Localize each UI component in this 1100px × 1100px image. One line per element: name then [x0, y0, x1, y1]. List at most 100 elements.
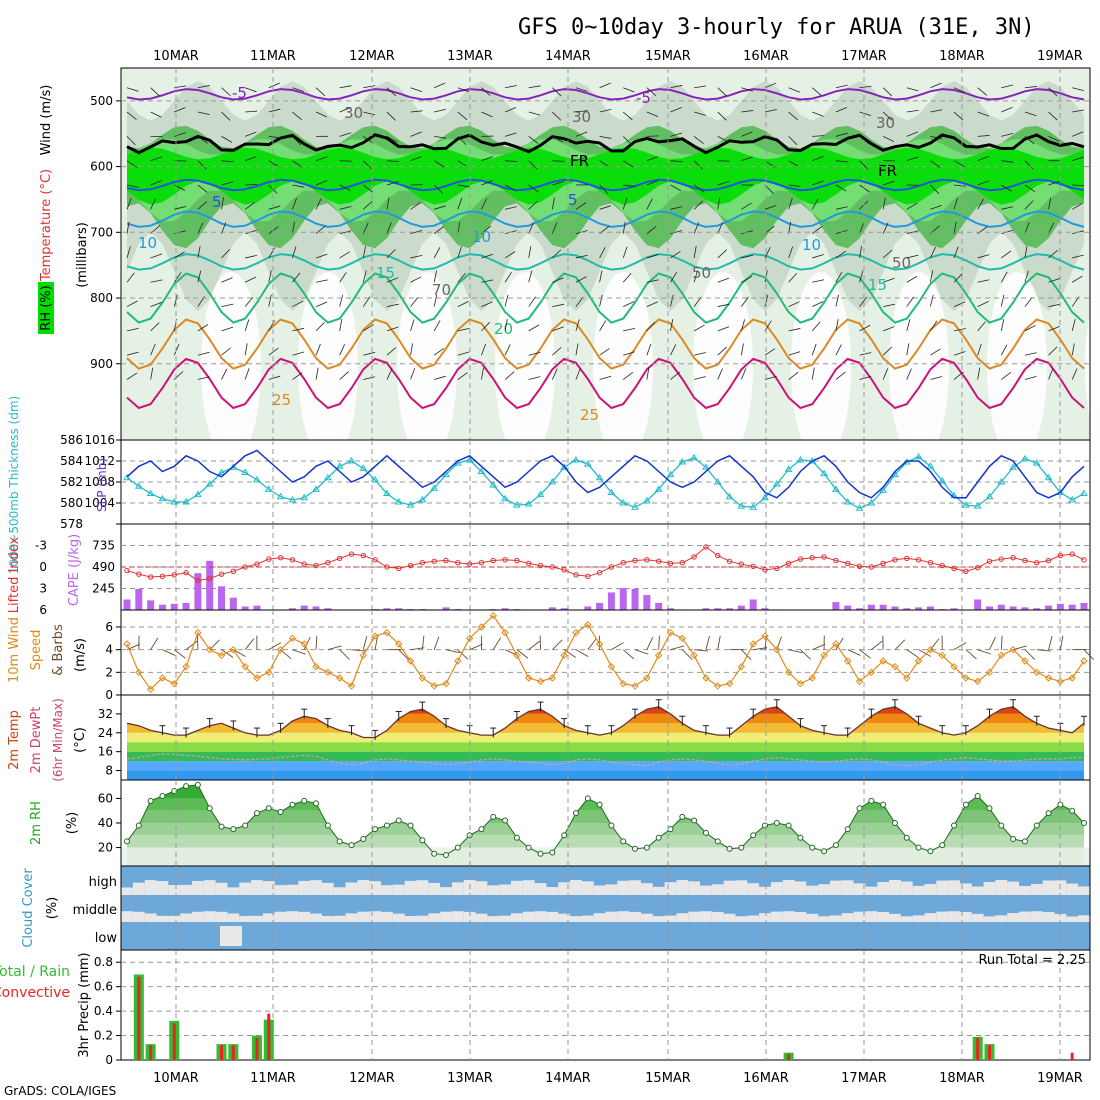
thickness-marker [158, 494, 167, 502]
wind10-barb [812, 643, 826, 651]
temperature-tick-label: 8 [105, 764, 113, 778]
wind-barb [126, 160, 138, 168]
wind10-barb [398, 649, 409, 661]
wind-barb [362, 270, 367, 283]
wind-speed-marker [465, 634, 474, 643]
high-cloud-bar [451, 882, 464, 895]
wind-barb [599, 108, 612, 113]
wind-barb [977, 87, 988, 96]
wind-barb [811, 321, 821, 332]
thickness-marker [170, 497, 179, 505]
middle-cloud-bar [274, 911, 287, 922]
wind-barb [197, 270, 202, 283]
wind-barb [481, 321, 491, 332]
middle-cloud-bar [180, 913, 192, 922]
wind-barb [197, 184, 208, 193]
wind10-barb [1024, 649, 1036, 660]
high-cloud-bar [286, 884, 299, 895]
wind-barb [504, 184, 516, 192]
wind-speed-marker [489, 611, 497, 620]
wind-barb [552, 160, 565, 162]
wind-barb [268, 82, 280, 89]
wind-barb [362, 222, 369, 234]
wind-speed-marker [229, 645, 238, 654]
middle-cloud-bar [593, 913, 606, 922]
top-date-label: 14MAR [545, 49, 591, 64]
wind-barb [835, 319, 839, 331]
cape-bar [300, 605, 308, 610]
thickness-marker [276, 492, 285, 500]
middle-cloud-bar [759, 913, 771, 922]
rh-marker [454, 844, 461, 851]
wind-speed-marker [477, 623, 486, 631]
wind-barb [859, 160, 869, 170]
rh-tick-label: 40 [98, 816, 113, 830]
wind-barb [1048, 326, 1060, 332]
contour-label: 50 [692, 264, 711, 282]
thickness-marker [784, 465, 793, 472]
wind-barb [740, 319, 746, 332]
rh-marker [998, 822, 1005, 829]
middle-cloud-bar [664, 915, 677, 922]
dry-air-bubble [495, 272, 555, 463]
wind10-barb [611, 642, 624, 651]
wind-barb [433, 247, 441, 259]
wind-barb [1048, 180, 1061, 186]
wind-barb [292, 197, 297, 210]
temperature-tick-label: 32 [98, 707, 113, 721]
wind-barb [694, 352, 706, 356]
high-cloud-bar [971, 886, 984, 895]
wind-barb [788, 301, 800, 307]
high-cloud-bar [440, 887, 452, 895]
pressure-tick-label: 600 [90, 160, 113, 174]
wind-barb [150, 156, 163, 162]
wind-barb [1072, 184, 1085, 186]
wind-barb [315, 343, 321, 356]
middle-cloud-bar [912, 915, 925, 922]
high-cloud-bar [652, 886, 665, 895]
wind-barb [646, 343, 652, 356]
thickness-marker [134, 482, 143, 489]
wind-barb [977, 300, 989, 307]
rh2m-unit-label: (%) [65, 812, 80, 835]
wind-barb [150, 180, 162, 186]
dry-air-bubble [298, 272, 358, 463]
precip-convective-bar [1070, 1052, 1074, 1060]
wind-barb [717, 303, 730, 307]
wind10-barb [800, 649, 811, 660]
precip-convective-bar [137, 976, 141, 1060]
wind-barb [1048, 197, 1052, 210]
wind-barb [362, 246, 366, 259]
cape-bar [194, 573, 202, 610]
precip-convective-bar [787, 1053, 791, 1060]
thickness-marker [619, 499, 628, 506]
wind-speed-marker [253, 674, 261, 682]
wind-barb [150, 322, 160, 332]
lifted-index-marker [880, 560, 886, 567]
high-cloud-bar [251, 880, 263, 895]
high-cloud-bar [853, 883, 866, 895]
wind-speed-line [126, 614, 1085, 691]
dewpoint-line [126, 753, 1084, 767]
high-cloud-bar [983, 881, 996, 895]
cape-bar [312, 606, 320, 610]
middle-cloud-bar [168, 915, 181, 922]
wind-barb [694, 85, 707, 89]
thickness-marker [867, 499, 876, 506]
thickness-marker [772, 480, 781, 487]
contour-label: FR [878, 162, 897, 180]
wind-barb [646, 367, 650, 380]
wind-speed-marker [347, 682, 356, 690]
wind10-barb [445, 649, 460, 654]
wind-speed-marker [1080, 657, 1088, 665]
middle-cloud-bar [262, 913, 275, 922]
high-cloud-bar [156, 881, 169, 895]
wind-barb [315, 156, 328, 162]
wind-speed-marker [146, 685, 155, 694]
wind-barb [835, 206, 848, 210]
wind-barb [481, 343, 487, 356]
wind-barb [386, 181, 399, 186]
wind-speed-tick-label: 4 [105, 643, 113, 657]
wind-barb [835, 250, 847, 259]
